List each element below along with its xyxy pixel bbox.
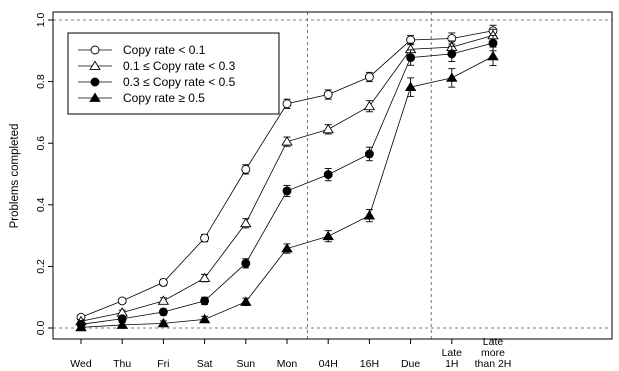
y-tick-label-5: 1.0	[35, 13, 47, 28]
series-3	[75, 46, 499, 332]
data-point-3-6	[322, 230, 334, 241]
data-point-3-0	[75, 321, 87, 332]
y-tick-label-2: 0.4	[35, 197, 47, 212]
data-point-1-4	[240, 217, 252, 228]
data-point-2-4	[241, 258, 251, 268]
data-point-2-6	[323, 170, 333, 180]
reference-lines	[53, 12, 612, 339]
legend-marker-3	[89, 92, 101, 102]
y-tick-label-1: 0.2	[35, 259, 47, 274]
y-tick-label-0: 0.0	[35, 321, 47, 336]
data-point-2-5	[282, 186, 292, 196]
legend-label-0: Copy rate < 0.1	[123, 43, 206, 57]
y-tick-label-4: 0.8	[35, 74, 47, 89]
data-point-0-4	[241, 164, 251, 174]
legend-marker-1	[89, 60, 101, 70]
data-point-3-9	[446, 72, 458, 82]
data-point-2-3	[200, 296, 210, 306]
data-point-1-7	[363, 100, 376, 111]
data-point-0-1	[117, 296, 127, 306]
x-tick-label-10: Late more than 2H	[475, 336, 512, 370]
y-tick-label-3: 0.6	[35, 136, 47, 151]
data-point-0-2	[158, 277, 168, 287]
x-tick-label-4: Sun	[236, 358, 255, 370]
series-0	[76, 24, 498, 322]
data-point-2-10	[488, 38, 498, 48]
data-point-3-3	[198, 313, 211, 324]
data-point-3-8	[404, 81, 417, 92]
data-point-2-2	[158, 307, 168, 317]
data-point-1-2	[157, 295, 170, 305]
legend-box	[67, 32, 280, 115]
legend-label-3: Copy rate ≥ 0.5	[123, 91, 205, 105]
x-tick-label-5: Mon	[277, 358, 298, 370]
legend: Copy rate < 0.1 0.1 ≤ Copy rate < 0.3 0.3 …	[67, 32, 280, 115]
legend-label-1: 0.1 ≤ Copy rate < 0.3	[123, 59, 236, 73]
x-tick-label-1: Thu	[113, 358, 131, 370]
x-tick-label-6: 04H	[319, 358, 338, 370]
x-tick-label-9: Late 1H	[442, 347, 463, 370]
data-point-1-3	[198, 272, 211, 283]
legend-marker-2	[90, 77, 100, 87]
data-point-2-9	[447, 49, 457, 59]
data-point-0-3	[200, 233, 210, 243]
data-series	[75, 24, 499, 332]
data-point-3-7	[363, 210, 376, 220]
data-point-3-5	[281, 243, 293, 253]
y-axis-label: Problems completed	[9, 124, 21, 229]
data-point-2-7	[364, 149, 374, 159]
data-point-1-5	[281, 136, 293, 146]
data-point-3-10	[487, 50, 499, 61]
data-point-0-5	[282, 99, 292, 109]
data-point-2-8	[406, 53, 416, 63]
data-point-1-6	[322, 123, 334, 134]
data-point-0-7	[364, 72, 374, 82]
legend-label-2: 0.3 ≤ Copy rate < 0.5	[123, 75, 236, 89]
x-tick-label-7: 16H	[360, 358, 379, 370]
x-tick-label-8: Due	[401, 358, 420, 370]
axes: 0.0 0.2 0.4 0.6 0.8 1.0 Wed Thu Fri Sat Sun Mon 04H 1…	[35, 11, 613, 370]
data-point-0-6	[323, 90, 333, 99]
x-tick-label-2: Fri	[157, 358, 169, 370]
legend-marker-0	[90, 45, 100, 55]
x-tick-label-0: Wed	[70, 358, 92, 370]
data-point-3-2	[157, 317, 170, 328]
x-tick-label-3: Sat	[197, 358, 213, 370]
data-point-3-1	[116, 319, 128, 329]
data-point-3-4	[240, 296, 252, 306]
plot-frame	[52, 11, 613, 340]
